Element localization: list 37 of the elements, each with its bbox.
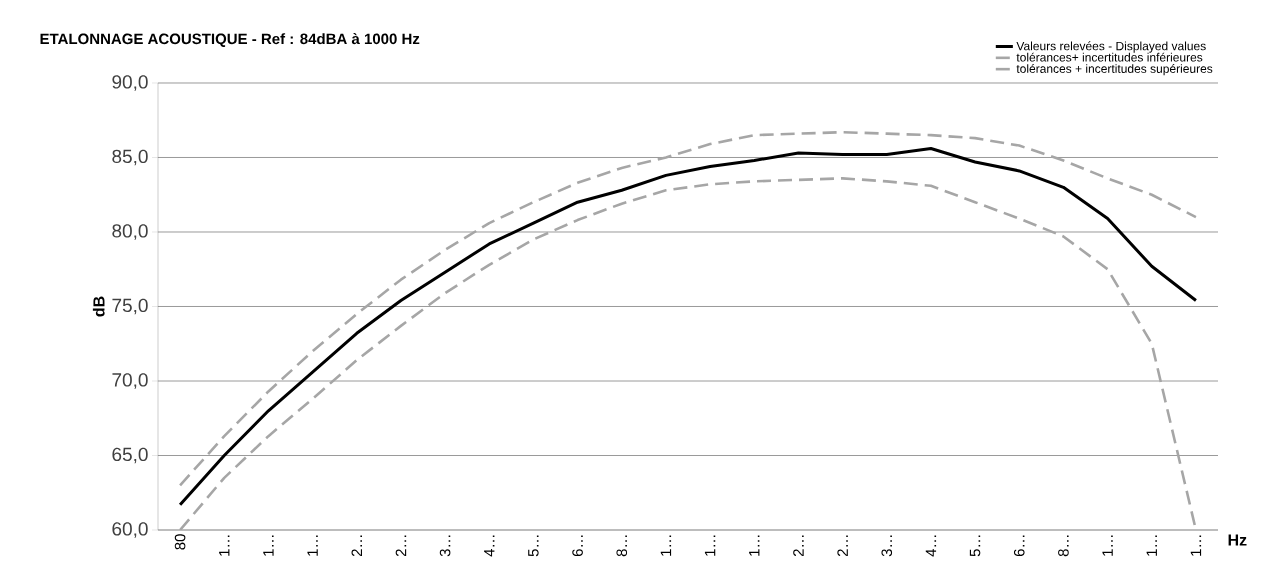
x-tick-label: 1… (660, 535, 672, 556)
x-tick-label: 1… (1102, 535, 1113, 556)
x-tick-label: 2… (395, 535, 407, 557)
x-tick-label: 2… (793, 535, 804, 557)
y-tick-label: 85,0 (112, 149, 148, 166)
x-tick-label: 2… (837, 535, 848, 557)
x-tick-label: 8… (616, 535, 628, 557)
x-tick-label: 6… (1013, 535, 1025, 557)
y-tick-label: 75,0 (112, 298, 148, 315)
y-tick-label: 65,0 (112, 447, 148, 464)
x-tick-label: 1… (307, 535, 318, 556)
x-tick-label: 3… (881, 535, 893, 557)
x-tick-label: 6… (572, 535, 583, 557)
x-tick-label: 5… (969, 535, 981, 557)
legend-label: Valeurs relevées - Displayed values (1016, 41, 1206, 53)
y-tick-label: 80,0 (112, 224, 148, 240)
x-tick-label: 8… (1058, 535, 1069, 557)
y-tick-label: 70,0 (112, 373, 148, 389)
x-tick-label: 1… (219, 535, 230, 556)
legend-label: tolérances + incertitudes supérieures (1016, 64, 1213, 76)
x-tick-label: 1… (749, 535, 760, 556)
x-tick-label: 1… (263, 535, 274, 556)
x-tick-label: 4… (925, 535, 937, 557)
x-tick-label: 1… (704, 535, 716, 556)
x-tick-label: 3… (439, 535, 451, 557)
chart-title: ETALONNAGE ACOUSTIQUE - Ref : 84dBA à 1000 Hz (40, 33, 420, 47)
legend-label: tolérances+ incertitudes inférieures (1016, 52, 1203, 62)
x-tick-label: 80 (174, 534, 186, 550)
y-axis-title: dB (92, 296, 105, 317)
x-tick-label: 1… (1190, 535, 1202, 556)
y-tick-label: 60,0 (112, 522, 148, 538)
x-tick-label: 1… (1146, 535, 1157, 556)
x-axis-title: Hz (1228, 534, 1247, 546)
x-tick-label: 4… (484, 535, 495, 557)
x-tick-label: 5… (528, 535, 539, 557)
x-tick-label: 2… (351, 535, 362, 557)
y-tick-label: 90,0 (112, 75, 148, 91)
